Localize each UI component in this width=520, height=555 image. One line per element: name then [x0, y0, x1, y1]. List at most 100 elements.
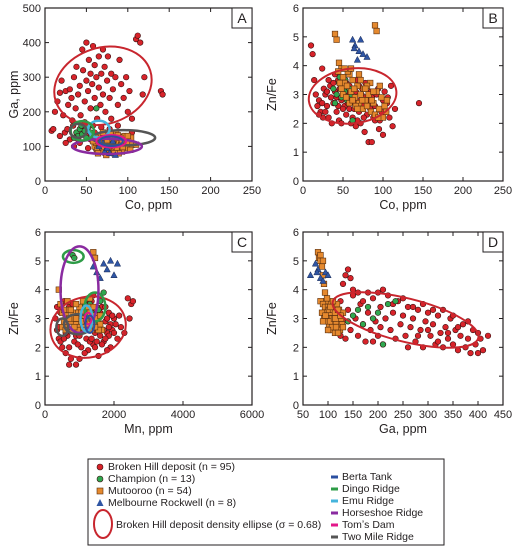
- data-point: [319, 318, 327, 325]
- x-tick-label: 0: [300, 185, 306, 197]
- x-tick-label: 50: [337, 185, 349, 197]
- y-tick-label: 2: [293, 342, 299, 354]
- data-point: [371, 22, 379, 29]
- legend-line-label: Berta Tank: [342, 471, 393, 483]
- legend-line-label: Two Mile Ridge: [342, 531, 414, 543]
- x-tick-label: 150: [414, 185, 432, 197]
- data-point: [347, 326, 354, 334]
- x-tick-label: 200: [369, 409, 387, 421]
- data-point: [344, 266, 352, 273]
- data-point: [98, 341, 106, 348]
- data-point: [110, 329, 118, 337]
- data-point: [65, 101, 72, 108]
- data-point: [336, 79, 343, 87]
- data-point: [429, 306, 437, 313]
- data-point: [334, 329, 342, 337]
- data-point: [392, 298, 399, 305]
- data-point: [381, 88, 388, 95]
- data-point: [442, 324, 449, 331]
- data-point: [347, 275, 354, 282]
- y-tick-label: 3: [293, 314, 299, 326]
- legend: Broken Hill deposit (n = 95)Champion (n …: [87, 458, 445, 546]
- data-point: [103, 77, 111, 84]
- legend-marker-melbourne: [96, 499, 104, 506]
- data-point: [348, 35, 357, 43]
- legend-ellipse-label: Broken Hill deposit density ellipse (σ =…: [116, 519, 321, 531]
- data-point: [354, 332, 362, 339]
- data-point: [374, 309, 382, 316]
- data-point: [81, 98, 88, 105]
- y-tick-label: 1: [35, 371, 41, 383]
- data-point: [339, 280, 347, 288]
- y-tick-label: 6: [293, 3, 299, 15]
- data-point: [370, 88, 377, 95]
- data-point: [324, 326, 332, 334]
- data-point: [105, 324, 112, 331]
- data-point: [84, 87, 92, 95]
- y-tick-label: 2: [35, 342, 41, 354]
- data-point: [319, 65, 326, 72]
- legend-line-label: Emu Ridge: [342, 495, 394, 507]
- data-point: [479, 347, 487, 354]
- data-point: [437, 329, 444, 337]
- data-point: [70, 74, 78, 81]
- data-point: [332, 324, 340, 331]
- data-point: [467, 350, 474, 357]
- data-point: [66, 361, 73, 368]
- data-point: [91, 344, 99, 351]
- x-tick-label: 50: [80, 185, 92, 197]
- data-point: [382, 315, 389, 322]
- data-point: [116, 312, 123, 319]
- data-point: [362, 85, 369, 92]
- data-point: [354, 306, 362, 313]
- y-tick-label: 5: [293, 32, 299, 44]
- ellipse-density-ellipse: [331, 291, 480, 349]
- data-point: [384, 300, 392, 308]
- data-point: [97, 332, 104, 339]
- y-tick-label: 0: [293, 400, 299, 412]
- data-point: [387, 326, 394, 334]
- data-point: [417, 326, 424, 334]
- panel-a: 0 50 100 150 200 250 0 100 200 300 400 500 Co, ppm Ga…: [7, 3, 261, 212]
- y-tick-label: 4: [35, 285, 41, 297]
- data-point: [343, 111, 350, 118]
- data-point: [339, 324, 347, 331]
- data-point: [114, 122, 121, 129]
- data-point: [387, 82, 395, 89]
- ellipse-two-mile-ridge: [68, 122, 88, 140]
- x-tick-label: 200: [201, 185, 219, 197]
- data-point: [409, 315, 417, 322]
- data-point: [349, 76, 356, 84]
- data-point: [349, 97, 356, 104]
- ellipse-two-mile-ridge: [55, 317, 70, 338]
- y-tick-label: 2: [293, 118, 299, 130]
- data-point: [110, 271, 118, 278]
- data-point: [91, 94, 98, 102]
- series-melbourne: [348, 35, 371, 63]
- data-point: [333, 36, 340, 43]
- x-tick-label: 450: [494, 409, 512, 421]
- legend-label: Broken Hill deposit (n = 95): [108, 461, 235, 473]
- y-tick-label: 4: [293, 61, 299, 73]
- x-tick-label: 0: [42, 409, 48, 421]
- data-point: [377, 324, 384, 331]
- data-point: [322, 108, 329, 115]
- data-point: [444, 335, 452, 342]
- series-melbourne: [306, 259, 332, 284]
- y-axis-label: Zn/Fe: [265, 78, 279, 111]
- data-point: [116, 56, 123, 64]
- x-tick-label: 400: [469, 409, 487, 421]
- x-tick-label: 250: [494, 185, 512, 197]
- data-point: [101, 63, 108, 70]
- data-point: [377, 303, 384, 311]
- data-point: [97, 101, 104, 108]
- data-point: [414, 332, 422, 339]
- data-point: [141, 74, 148, 81]
- legend-line-label: Horseshoe Ridge: [342, 507, 423, 519]
- data-point: [368, 138, 375, 146]
- data-point: [99, 91, 107, 98]
- data-point: [102, 108, 109, 115]
- ellipse-horseshoe-ridge: [59, 245, 100, 335]
- series-mutooroo: [314, 249, 347, 337]
- data-point: [323, 295, 331, 302]
